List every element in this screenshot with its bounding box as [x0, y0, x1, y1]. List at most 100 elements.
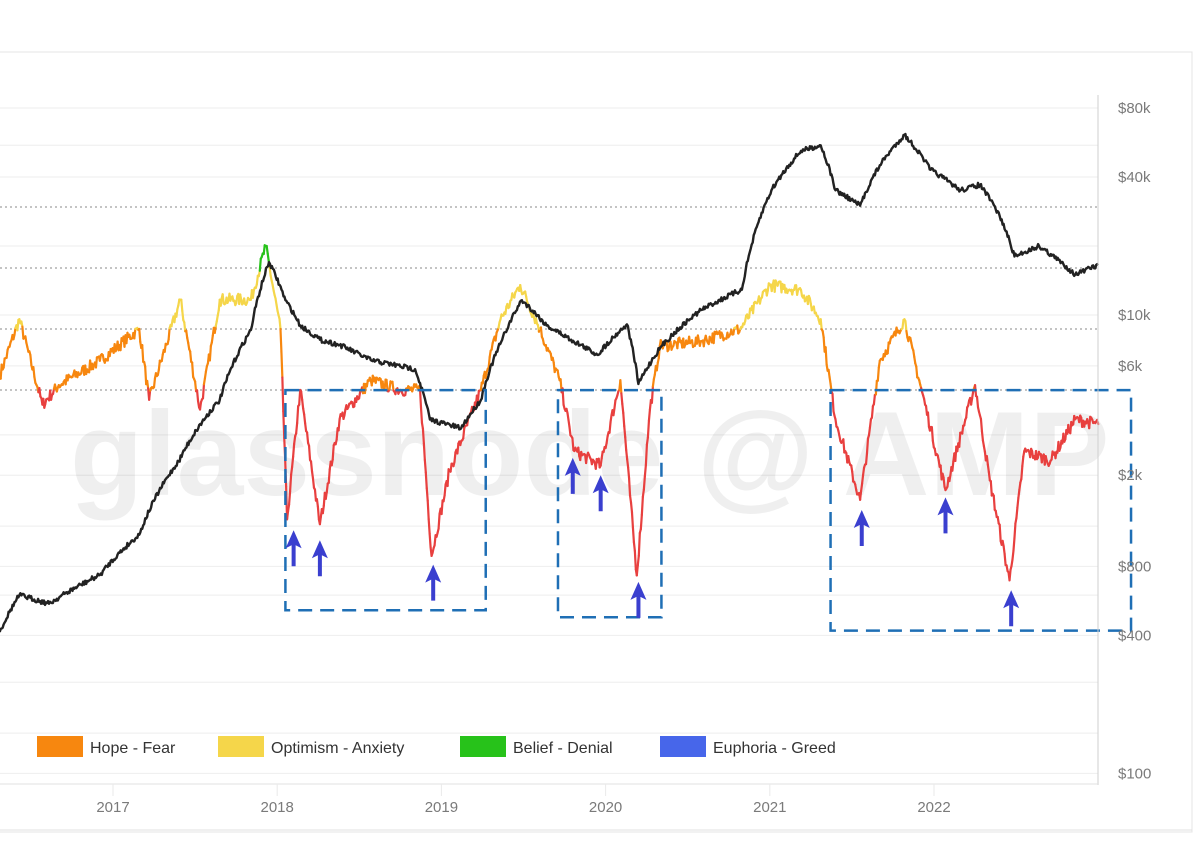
sentiment-segment [331, 444, 335, 461]
sentiment-segment [877, 359, 881, 369]
sentiment-segment [16, 318, 20, 332]
sentiment-segment [425, 487, 429, 502]
sentiment-segment [624, 436, 628, 452]
sentiment-segment [998, 523, 1002, 543]
sentiment-segment [292, 443, 296, 458]
sentiment-segment [138, 327, 142, 343]
sentiment-segment [189, 350, 193, 363]
sentiment-segment [979, 417, 984, 433]
sentiment-segment [613, 399, 617, 410]
annotation-box [556, 388, 663, 619]
y-tick-label: $10k [1118, 307, 1151, 324]
sentiment-segment [307, 444, 312, 461]
sentiment-segment [285, 510, 290, 521]
sentiment-segment [643, 463, 647, 478]
grid [0, 107, 1098, 774]
sentiment-segment [426, 499, 430, 521]
sentiment-segment [676, 337, 680, 350]
sentiment-segment [201, 383, 206, 400]
sentiment-segment [194, 380, 198, 393]
legend-label: Belief - Denial [513, 740, 613, 757]
y-tick-label: $6k [1118, 358, 1143, 375]
sentiment-segment [251, 288, 255, 299]
sentiment-segment [181, 309, 185, 322]
sentiment-segment [327, 468, 331, 484]
sentiment-segment [986, 463, 990, 474]
sentiment-segment [828, 375, 832, 385]
sentiment-segment [198, 400, 203, 411]
sentiment-segment [577, 446, 581, 458]
sentiment-segment [481, 374, 485, 385]
sentiment-segment [440, 499, 444, 516]
sentiment-segment [21, 325, 25, 340]
sentiment-segment [462, 427, 466, 440]
y-tick-label: $2k [1118, 467, 1143, 484]
x-axis: 2017 2018 2019 2020 2021 2022 [96, 784, 951, 816]
sentiment-segment [1067, 423, 1071, 434]
sentiment-segment [210, 334, 214, 344]
legend-swatch [460, 736, 506, 757]
sentiment-segment [985, 455, 989, 466]
sentiment-segment [965, 406, 969, 419]
sentiment-segment [504, 305, 508, 315]
sentiment-segment [38, 387, 42, 398]
sentiment-segment [146, 379, 150, 390]
sentiment-segment [391, 380, 395, 392]
arrow-up-icon [630, 581, 647, 618]
sentiment-segment [449, 462, 453, 473]
sentiment-segment [870, 405, 875, 419]
sentiment-segment [567, 418, 571, 428]
sentiment-segment [301, 398, 305, 410]
sentiment-segment [262, 244, 266, 256]
sentiment-segment [842, 438, 846, 454]
sentiment-segment [288, 473, 293, 493]
legend-swatch [218, 736, 264, 757]
sentiment-segment [422, 442, 426, 462]
legend-label: Hope - Fear [90, 740, 176, 757]
sentiment-segment [851, 470, 855, 483]
sentiment-segment [183, 321, 187, 333]
arrow-up-icon [311, 540, 328, 577]
sentiment-segment [633, 549, 637, 571]
sentiment-segment [629, 501, 634, 514]
sentiment-segment [608, 421, 612, 434]
sentiment-segment [912, 349, 916, 359]
sentiment-segment [311, 477, 316, 489]
sentiment-segment [626, 458, 630, 469]
sentiment-segment [865, 437, 870, 455]
sentiment-segment [989, 480, 993, 497]
sentiment-segment [600, 450, 604, 460]
sentiment-segment [291, 455, 295, 469]
sentiment-segment [282, 410, 286, 440]
sentiment-segment [1040, 454, 1044, 464]
chart-card [0, 51, 1193, 833]
sentiment-segment [827, 368, 831, 379]
sentiment-segment [646, 419, 651, 439]
sentiment-segment [305, 431, 310, 445]
sentiment-segment [620, 392, 624, 406]
sentiment-segment [886, 341, 890, 355]
sentiment-segment [1002, 545, 1006, 555]
sentiment-segment [874, 379, 878, 396]
sentiment-segment [191, 361, 195, 378]
sentiment-segment [640, 495, 644, 516]
sentiment-segment [313, 488, 318, 502]
sentiment-segment [751, 301, 756, 315]
sentiment-segment [265, 244, 269, 255]
sentiment-segment [315, 498, 320, 508]
sentiment-segment [571, 437, 575, 452]
sentiment-segment [860, 474, 865, 485]
x-tick-label: 2017 [96, 799, 129, 816]
sentiment-segment [446, 468, 450, 488]
sentiment-segment [872, 393, 876, 406]
sentiment-segment [861, 466, 866, 477]
legend-swatch [37, 736, 83, 757]
sentiment-segment [915, 365, 919, 379]
x-tick-label: 2020 [589, 799, 622, 816]
arrow-up-icon [592, 475, 609, 512]
arrow-up-icon [285, 530, 302, 567]
sentiment-segment [5, 348, 9, 359]
sentiment-segment [324, 490, 328, 500]
x-tick-label: 2021 [753, 799, 786, 816]
sentiment-segment [2, 357, 6, 369]
